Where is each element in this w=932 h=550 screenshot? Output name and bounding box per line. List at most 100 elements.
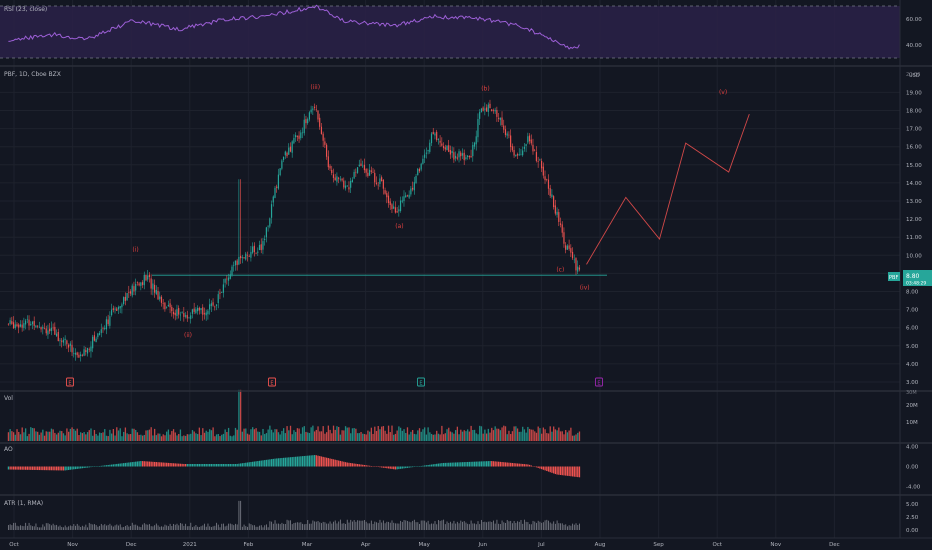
volume-bar xyxy=(264,434,266,441)
volume-bar xyxy=(71,427,73,441)
atr-bar xyxy=(95,525,97,530)
candle-body xyxy=(188,317,190,319)
volume-bar xyxy=(298,428,300,441)
volume-bar xyxy=(167,429,170,441)
volume-bar xyxy=(528,428,531,441)
ao-bar xyxy=(9,466,11,470)
candle-body xyxy=(67,344,70,348)
atr-bar xyxy=(400,520,402,530)
atr-bar xyxy=(57,526,59,530)
ao-bar xyxy=(222,464,225,467)
atr-bar xyxy=(123,526,125,530)
time-tick-label: May xyxy=(419,542,431,548)
candle-body xyxy=(518,154,520,156)
ao-bar xyxy=(236,463,238,467)
ao-bar xyxy=(506,462,508,467)
volume-bar xyxy=(121,436,123,441)
candle-body xyxy=(485,107,488,112)
volume-pane[interactable]: Vol xyxy=(4,389,581,441)
atr-pane[interactable]: ATR (1, RMA) xyxy=(4,500,580,530)
candle-body xyxy=(327,156,329,168)
volume-bar xyxy=(81,433,84,441)
candle-body xyxy=(239,255,242,259)
ao-bar xyxy=(305,455,307,467)
atr-bar xyxy=(155,523,157,530)
ao-bar xyxy=(284,457,287,467)
time-tick-label: Dec xyxy=(126,542,137,548)
atr-bar xyxy=(198,526,200,530)
candle-body xyxy=(413,182,415,191)
price-tick-label: 6.00 xyxy=(906,326,919,332)
candle-body xyxy=(148,274,151,277)
volume-bar xyxy=(355,428,357,441)
volume-bar xyxy=(215,434,218,441)
atr-bar xyxy=(238,500,240,530)
volume-bar xyxy=(348,427,350,441)
ao-bar xyxy=(14,466,16,470)
atr-bar xyxy=(388,521,390,530)
candle-body xyxy=(319,117,321,127)
ao-bar xyxy=(110,464,113,467)
atr-bar xyxy=(566,526,568,530)
wave-projection-path[interactable] xyxy=(586,113,750,265)
ao-bar xyxy=(262,460,264,467)
volume-bar xyxy=(109,429,111,441)
candle-body xyxy=(73,353,75,354)
ao-bar xyxy=(207,464,209,467)
candle-body xyxy=(532,144,534,152)
ao-bar xyxy=(559,466,562,475)
ao-bar xyxy=(475,461,477,467)
atr-bar xyxy=(405,520,407,530)
ao-bar xyxy=(35,466,37,470)
candle-body xyxy=(133,286,135,292)
ao-bar xyxy=(116,463,118,467)
atr-bar xyxy=(286,519,288,530)
volume-bar xyxy=(313,431,316,441)
volume-bar xyxy=(403,429,405,441)
time-axis[interactable]: Oct Nov Dec 2021 Feb Mar Apr May Jun Jul Aug Sep Oct… xyxy=(0,537,932,548)
atr-bar xyxy=(133,524,135,530)
atr-bar xyxy=(491,522,493,530)
ao-bar xyxy=(243,462,245,467)
volume-bar xyxy=(411,430,414,441)
ao-bar xyxy=(331,458,333,467)
candle-body xyxy=(470,156,472,158)
candle-body xyxy=(403,196,405,202)
candle-body xyxy=(117,307,120,310)
ao-bar xyxy=(234,464,237,467)
atr-bar xyxy=(346,519,348,530)
candle-body xyxy=(231,266,233,276)
rsi-pane[interactable]: RSI (23, close) xyxy=(0,4,900,59)
volume-bar xyxy=(66,428,68,441)
ao-bar xyxy=(420,465,422,467)
ao-bar xyxy=(360,464,362,467)
atr-bar xyxy=(470,520,472,530)
pane-separators[interactable] xyxy=(0,65,932,496)
price-pane[interactable]: (i) (ii) (iii) (a) (b) (c) (iv) (v) PBF, 1D, Cb… xyxy=(4,71,750,387)
candle-body xyxy=(16,324,18,327)
atr-bar xyxy=(360,520,362,530)
ao-bar xyxy=(265,459,268,467)
volume-bar xyxy=(484,429,486,441)
price-axis[interactable]: 19.00 18.00 17.00 16.00 15.00 14.00 13.00 12.00… xyxy=(888,0,932,538)
volume-bar xyxy=(454,430,457,441)
volume-bar xyxy=(128,434,130,441)
atr-bar xyxy=(432,523,434,530)
ao-bar xyxy=(66,466,68,471)
ao-bar xyxy=(47,466,49,471)
atr-bar xyxy=(186,526,188,530)
ao-pane[interactable]: AO xyxy=(4,446,581,478)
ao-bar xyxy=(231,464,233,467)
ao-bar xyxy=(528,464,531,467)
volume-bar xyxy=(19,434,22,441)
atr-bar xyxy=(166,525,168,530)
ao-bar xyxy=(460,462,462,467)
volume-bar xyxy=(73,429,75,441)
candle-body xyxy=(26,319,28,320)
ao-bar xyxy=(88,466,90,468)
volume-bar xyxy=(343,430,345,441)
atr-bar xyxy=(14,522,16,530)
atr-bar xyxy=(26,525,28,530)
atr-bar xyxy=(317,520,319,530)
